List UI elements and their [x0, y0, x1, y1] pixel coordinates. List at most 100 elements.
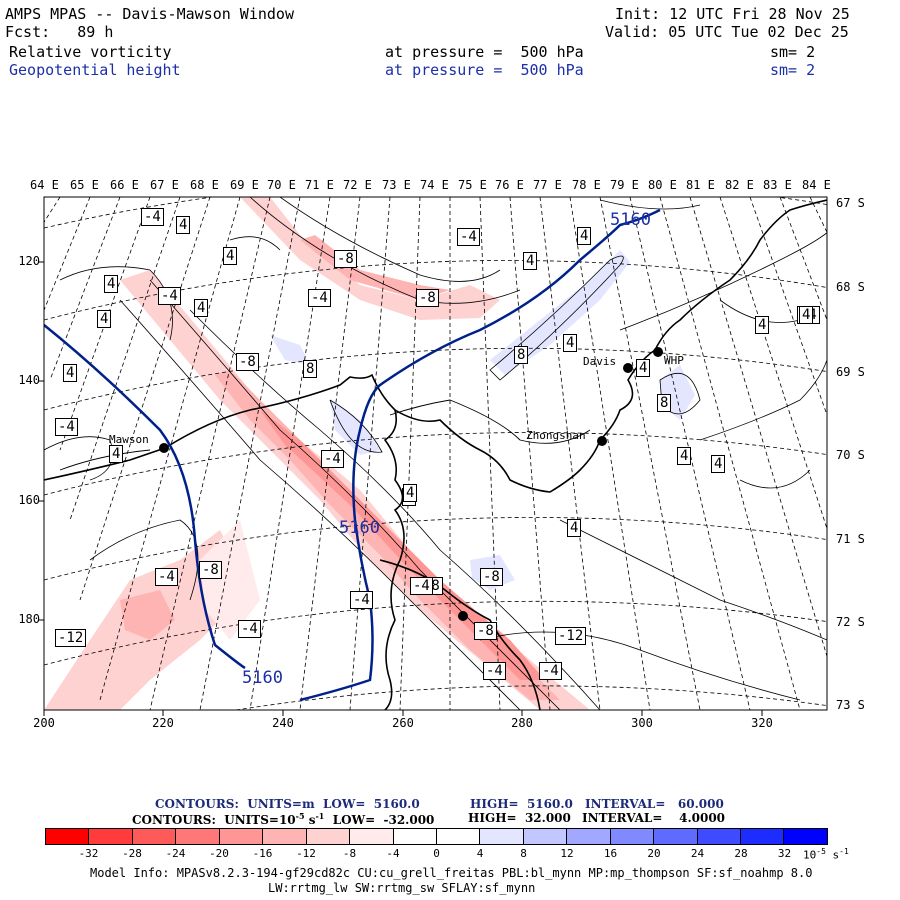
pos-vorticity-northeast: [490, 250, 630, 375]
colorbar-segment: [436, 829, 481, 844]
x-axis-label: 260: [392, 716, 414, 730]
x-axis-label: 300: [631, 716, 653, 730]
colorbar-segment: [784, 829, 827, 844]
y-axis-label: 120: [18, 254, 40, 268]
longitude-label: 80 E: [648, 178, 677, 192]
longitude-label: 77 E: [533, 178, 562, 192]
colorbar-label: 12: [560, 847, 574, 860]
colorbar-units-exp2: -1: [839, 847, 849, 856]
x-axis-label: 320: [751, 716, 773, 730]
vorticity-value-label: -4: [155, 568, 178, 586]
vorticity-value-label: 8: [657, 394, 672, 412]
longitude-label: 70 E: [267, 178, 296, 192]
map-field: [44, 197, 827, 710]
vorticity-contour-interval: INTERVAL= 4.0000: [582, 811, 726, 825]
longitude-label: 78 E: [572, 178, 601, 192]
colorbar-segment: [393, 829, 437, 844]
latitude-label: 73 S: [836, 698, 865, 712]
longitude-label: 65 E: [70, 178, 99, 192]
map-frame: [43, 196, 828, 711]
x-axis-label: 200: [33, 716, 55, 730]
latitude-label: 70 S: [836, 448, 865, 462]
vorticity-contour-unit: s: [304, 813, 316, 827]
longitude-label: 64 E: [30, 178, 59, 192]
field1-name: Relative vorticity: [9, 43, 172, 61]
colorbar-label: -8: [342, 847, 357, 860]
station-marker-mawson: [159, 443, 169, 453]
graticule: [44, 197, 827, 710]
latitude-label: 71 S: [836, 532, 865, 546]
longitude-label: 83 E: [763, 178, 792, 192]
vorticity-value-label: 4: [63, 364, 78, 382]
ice-shelf-outline: [59, 399, 591, 471]
vorticity-value-label: -4: [141, 208, 164, 226]
vorticity-value-label: 4: [523, 252, 538, 270]
vorticity-value-label: 4: [677, 447, 692, 465]
colorbar-segment: [741, 829, 785, 844]
longitude-label: 79 E: [610, 178, 639, 192]
vorticity-value-label: -8: [474, 622, 497, 640]
station-marker-zhongshan: [597, 436, 607, 446]
colorbar: [45, 828, 828, 845]
colorbar-label: -28: [122, 847, 142, 860]
longitude-label: 68 E: [190, 178, 219, 192]
y-axis-label: 180: [18, 612, 40, 626]
latitude-label: 67 S: [836, 196, 865, 210]
longitude-label: 82 E: [725, 178, 754, 192]
longitude-label: 84 E: [802, 178, 831, 192]
vorticity-value-label: 4: [577, 227, 592, 245]
x-axis-label: 220: [152, 716, 174, 730]
colorbar-units-rest: s: [825, 848, 840, 862]
vorticity-contour-label: CONTOURS: UNITS=10: [132, 813, 296, 827]
model-info-2: LW:rrtmg_lw SW:rrtmg_sw SFLAY:sf_mynn: [268, 881, 536, 895]
colorbar-segment: [89, 829, 133, 844]
vorticity-value-label: -4: [55, 418, 78, 436]
vorticity-value-label: -4: [539, 662, 562, 680]
vorticity-contour-exponent2: -1: [315, 811, 325, 821]
station-marker-whp: [653, 347, 663, 357]
height-label: 5160: [339, 518, 380, 538]
forecast-hour: Fcst: 89 h: [5, 23, 114, 41]
height-label: 5160: [242, 668, 283, 688]
station-marker-davis: [623, 363, 633, 373]
pos-vorticity-center: [330, 400, 380, 455]
pos-vorticity-northwest: [270, 335, 310, 365]
vorticity-value-label: 4: [636, 359, 651, 377]
geopotential-height-contours: [44, 208, 661, 702]
vorticity-contour-info: CONTOURS: UNITS=10-5 s-1 LOW= -32.000: [132, 811, 434, 827]
colorbar-segment: [523, 829, 568, 844]
vorticity-value-label: -8: [236, 353, 259, 371]
longitude-label: 66 E: [110, 178, 139, 192]
vorticity-value-label: -4: [238, 620, 261, 638]
vorticity-value-label: -8: [480, 568, 503, 586]
height-contour-info: CONTOURS: UNITS=m LOW= 5160.0: [155, 797, 420, 811]
vorticity-value-label: 4: [176, 216, 191, 234]
colorbar-segment: [610, 829, 655, 844]
neg-vorticity-band-main-max: [260, 410, 545, 680]
field2-level: at pressure = 500 hPa: [385, 61, 584, 79]
longitude-label: 71 E: [305, 178, 334, 192]
station-marker-unnamed: [458, 611, 468, 621]
colorbar-label: -24: [165, 847, 186, 860]
vorticity-value-label: 4: [711, 455, 726, 473]
x-axis-label: 280: [511, 716, 533, 730]
vorticity-value-label: 4: [567, 519, 582, 537]
colorbar-label: -4: [386, 847, 400, 860]
colorbar-segment: [219, 829, 264, 844]
x-axis-label: 240: [272, 716, 294, 730]
height-label: 5160: [610, 210, 651, 230]
neg-vorticity-band-north-core: [300, 235, 450, 300]
longitude-label: 72 E: [343, 178, 372, 192]
vorticity-value-label: -12: [55, 629, 87, 647]
vorticity-value-label: -12: [555, 627, 587, 645]
vorticity-value-label: 4: [403, 484, 418, 502]
colorbar-label: 24: [690, 847, 705, 860]
colorbar-segment: [480, 829, 524, 844]
longitude-label: 69 E: [230, 178, 259, 192]
longitude-label: 74 E: [420, 178, 449, 192]
colorbar-segment: [263, 829, 307, 844]
vorticity-value-label: 4: [223, 247, 238, 265]
colorbar-label: 8: [520, 847, 527, 860]
vorticity-value-label: 4: [97, 310, 112, 328]
y-axis-label: 140: [18, 373, 40, 387]
